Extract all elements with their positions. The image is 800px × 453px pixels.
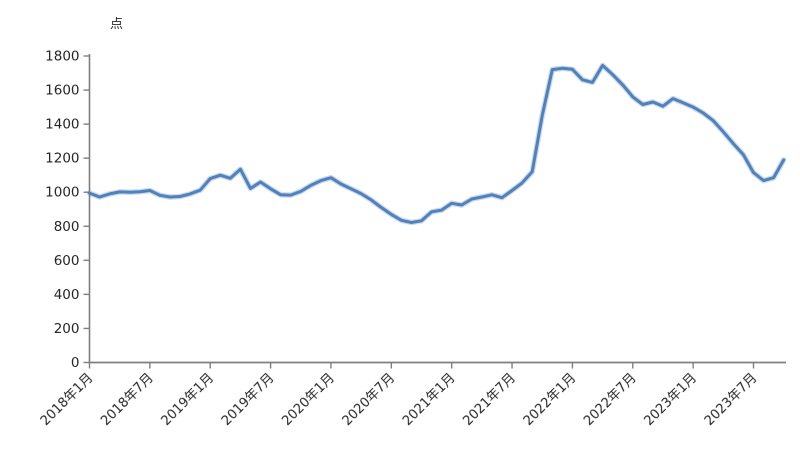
series-line xyxy=(88,63,786,224)
y-tick-label: 1600 xyxy=(45,83,79,99)
y-tick-label: 1800 xyxy=(45,49,79,65)
y-tick-label: 400 xyxy=(54,287,80,303)
y-tick-label: 1000 xyxy=(45,185,79,201)
x-tick-label: 2018年1月 xyxy=(38,371,96,429)
x-tick-label: 2020年1月 xyxy=(280,371,338,429)
x-tick-label: 2022年7月 xyxy=(581,371,639,429)
y-tick-label: 1200 xyxy=(45,151,79,167)
y-tick-label: 0 xyxy=(71,355,80,371)
y-tick-label: 200 xyxy=(54,321,80,337)
y-tick-label: 800 xyxy=(54,219,80,235)
x-tick-label: 2021年7月 xyxy=(461,371,519,429)
x-tick-label: 2022年1月 xyxy=(521,371,579,429)
x-tick-label: 2019年1月 xyxy=(159,371,217,429)
x-tick-label: 2019年7月 xyxy=(219,371,277,429)
x-tick-label: 2020年7月 xyxy=(340,371,398,429)
x-tick-label: 2021年1月 xyxy=(400,371,458,429)
x-tick-label: 2023年1月 xyxy=(642,371,700,429)
y-tick-label: 1400 xyxy=(45,117,79,133)
series-line-halo xyxy=(86,62,787,226)
x-tick-label: 2018年7月 xyxy=(98,371,156,429)
x-tick-label: 2023年7月 xyxy=(702,371,760,429)
y-axis-unit-label: 点 xyxy=(110,17,124,32)
y-tick-label: 600 xyxy=(54,253,80,269)
